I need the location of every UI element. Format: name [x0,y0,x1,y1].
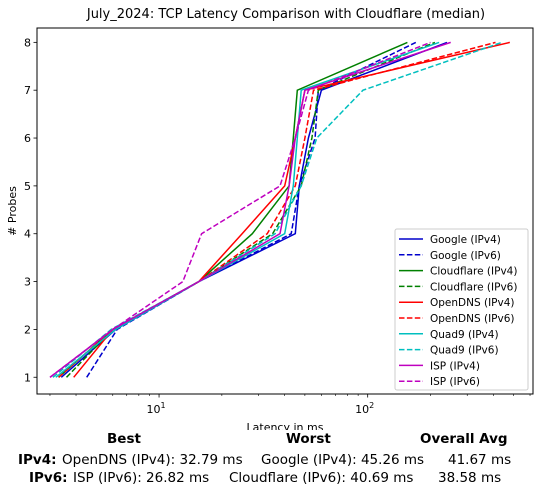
legend-label: Cloudflare (IPv4) [430,266,517,278]
y-tick-label: 7 [24,84,31,97]
summary-row-ipv4-label: IPv4: [18,452,57,468]
legend-label: Quad9 (IPv6) [430,345,499,357]
y-tick-label: 4 [24,228,31,241]
x-tick-label: 101 [147,401,166,416]
series-line [58,41,408,378]
y-tick-label: 1 [24,371,31,384]
legend-label: ISP (IPv6) [430,376,480,388]
y-axis-label: # Probes [6,186,19,236]
legend: Google (IPv4) Google (IPv6) Cloudflare (IP… [394,228,529,391]
x-tick-label: 102 [355,401,374,416]
summary-row-ipv6-label: IPv6: [29,470,68,486]
legend-label: OpenDNS (IPv4) [430,297,515,309]
summary-row-ipv6-avg: 38.58 ms [438,470,502,486]
series-line [65,41,436,378]
series-line [49,41,431,378]
summary-header-best: Best [107,431,141,447]
legend-label: Google (IPv6) [430,250,501,262]
legend-box [394,228,529,391]
x-axis-label: Latency in ms [247,421,324,430]
summary-row-ipv4-worst: Google (IPv4): 45.26 ms [261,452,425,468]
series-line [86,41,417,378]
y-tick-label: 6 [24,132,31,145]
legend-label: Quad9 (IPv4) [430,329,499,341]
legend-label: Cloudflare (IPv6) [430,281,517,293]
summary-row-ipv6-worst: Cloudflare (IPv6): 40.69 ms [229,470,414,486]
summary-row-ipv4-best: OpenDNS (IPv4): 32.79 ms [62,452,243,468]
series-line [55,41,440,378]
y-tick-label: 3 [24,276,31,289]
series-line [49,41,451,378]
legend-label: Google (IPv4) [430,234,501,246]
y-tick-label: 8 [24,36,31,49]
summary-table: Best Worst Overall Avg IPv4: OpenDNS (IP… [0,430,541,490]
latency-chart: July_2024: TCP Latency Comparison with C… [6,7,534,430]
legend-label: OpenDNS (IPv6) [430,313,515,325]
y-tick-label: 5 [24,180,31,193]
plot-frame [36,27,534,395]
legend-label: ISP (IPv4) [430,360,480,372]
series-layer [49,41,510,378]
y-tick-label: 2 [24,323,31,336]
chart-title: July_2024: TCP Latency Comparison with C… [86,7,485,22]
summary-header-overall-avg: Overall Avg [420,431,508,447]
summary-row-ipv6-best: ISP (IPv6): 26.82 ms [73,470,210,486]
summary-row-ipv4-avg: 41.67 ms [448,452,512,468]
summary-header-worst: Worst [286,431,331,447]
